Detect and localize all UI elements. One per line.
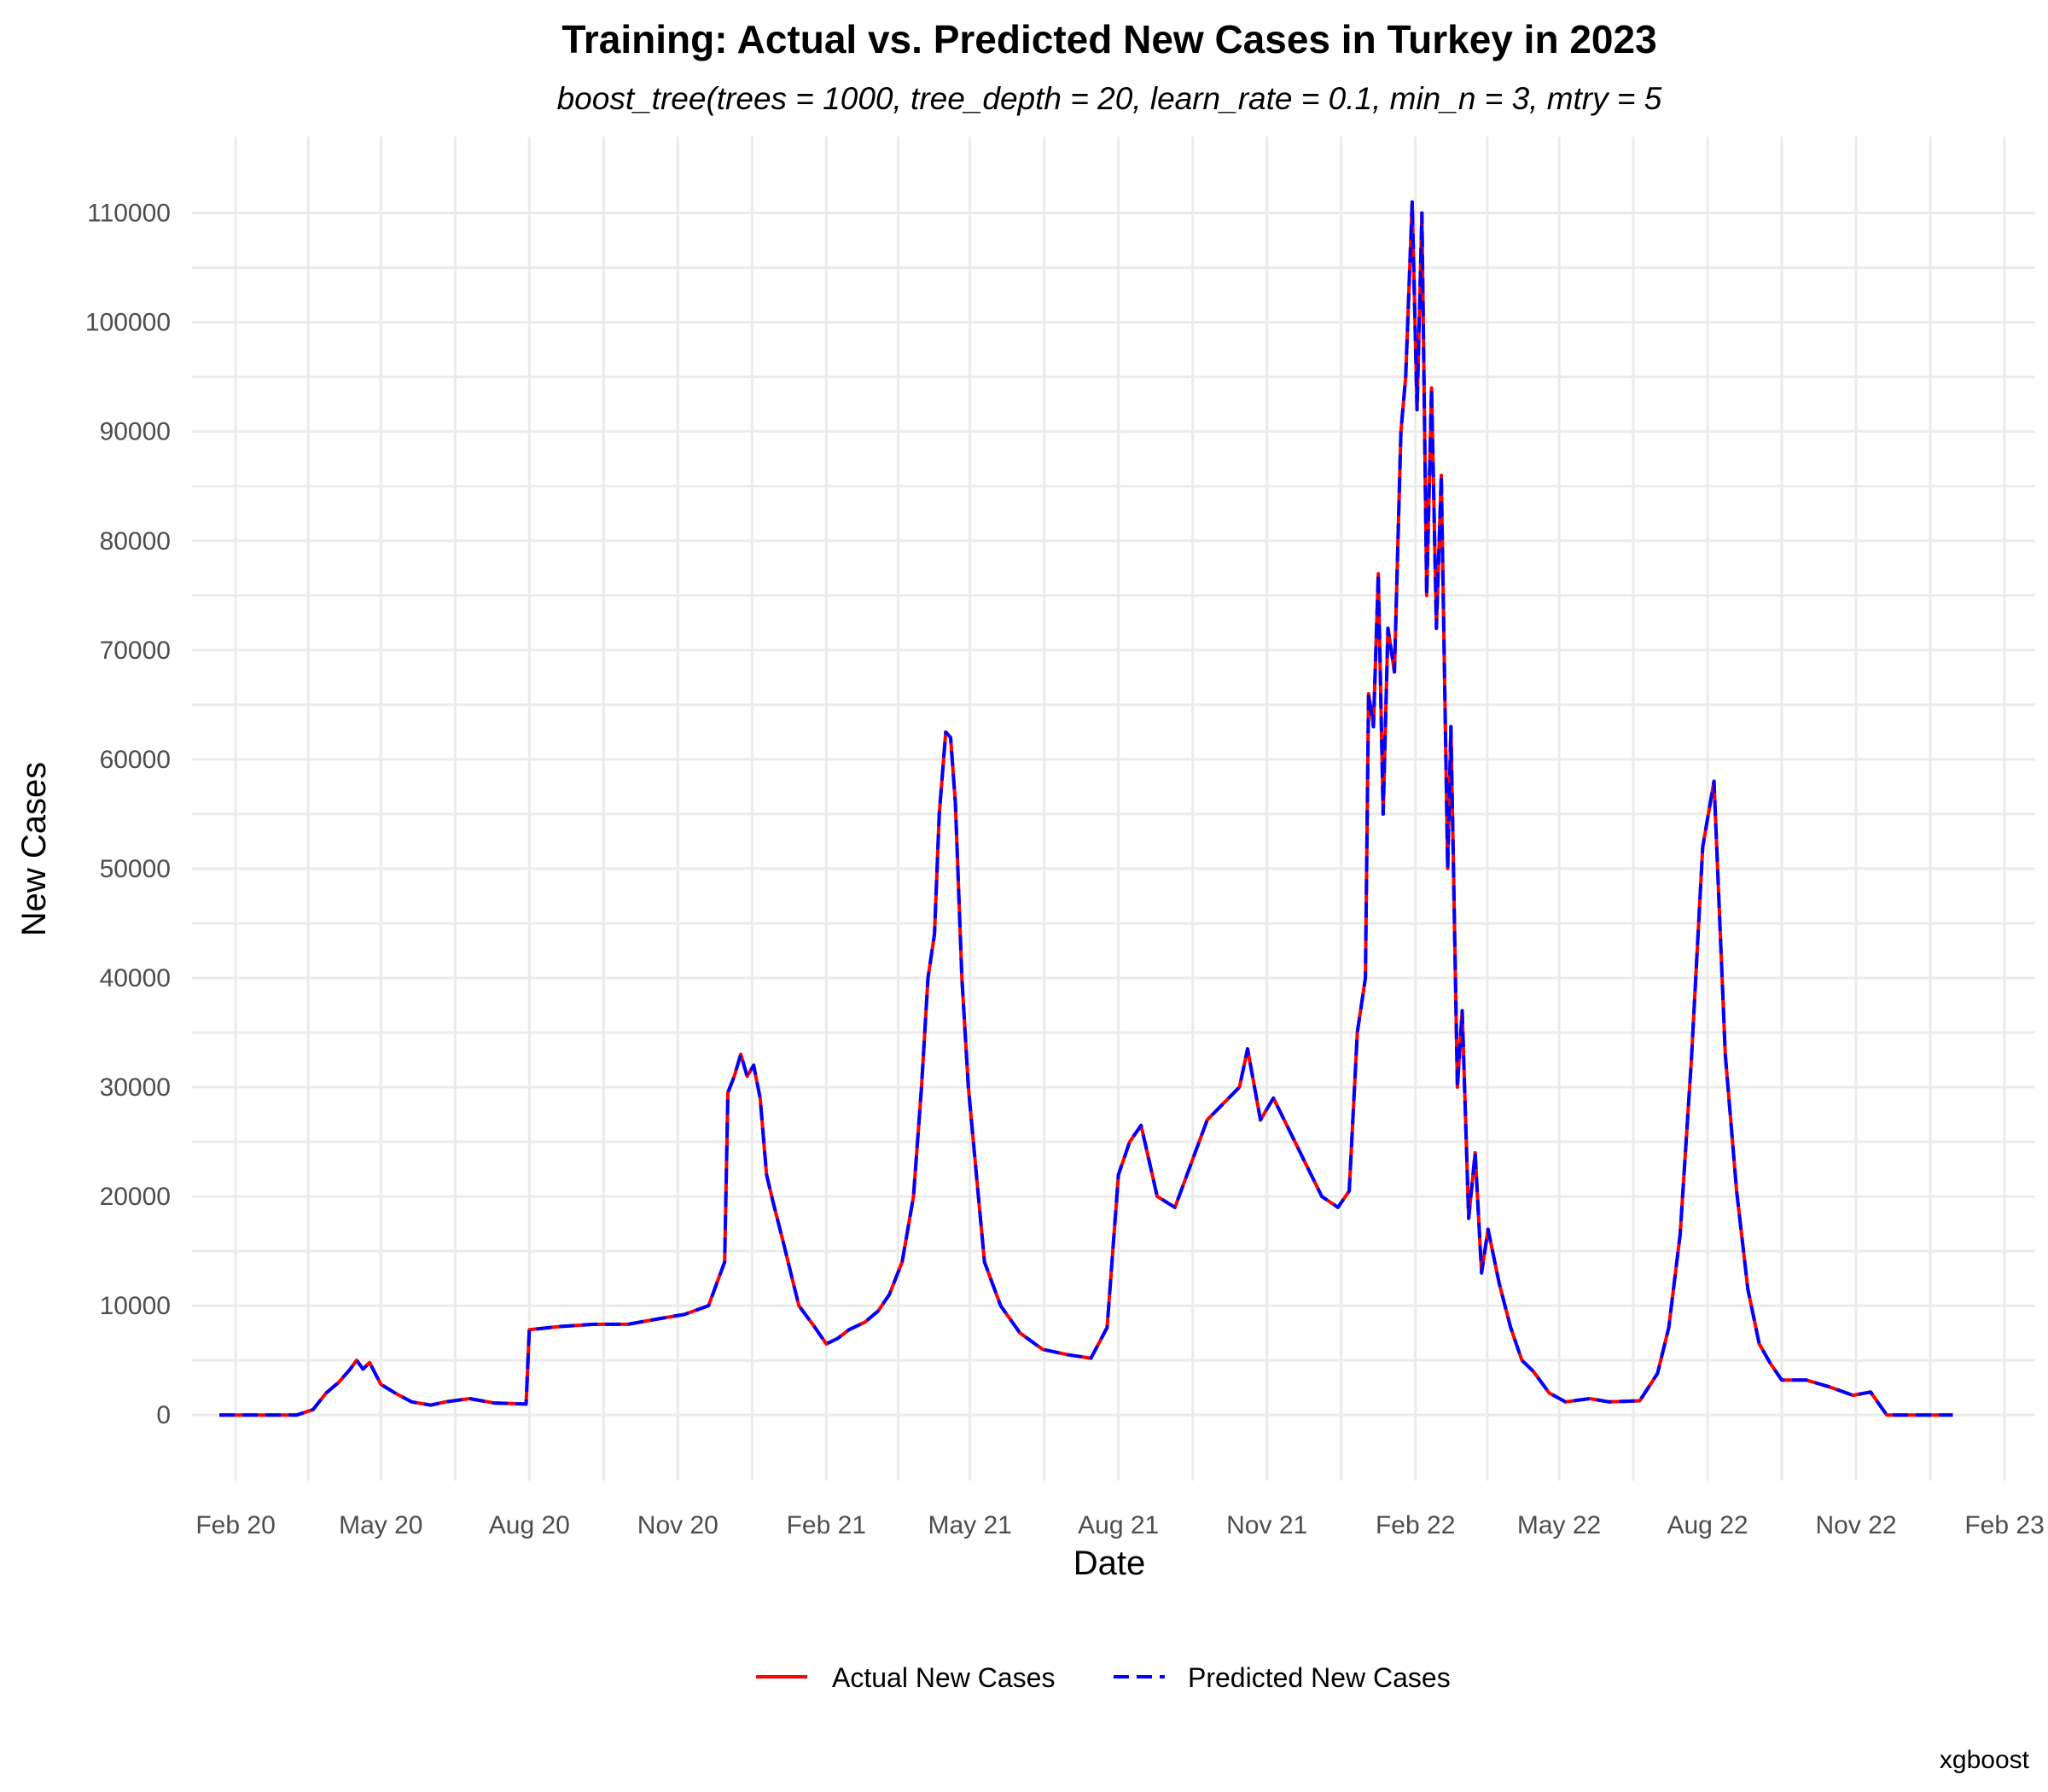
x-tick-label: Aug 21 bbox=[1078, 1511, 1159, 1539]
x-tick-label: Nov 21 bbox=[1226, 1511, 1307, 1539]
series-line-actual bbox=[219, 200, 1953, 1417]
y-tick-label: 30000 bbox=[100, 1073, 171, 1102]
x-axis-ticks: Feb 20 May 20 Aug 20 Nov 20 Feb 21 May 21 Aug … bbox=[195, 1511, 2044, 1539]
y-tick-label: 60000 bbox=[100, 746, 171, 774]
chart-caption: xgboost bbox=[1940, 1746, 2030, 1774]
y-tick-label: 10000 bbox=[100, 1292, 171, 1320]
x-tick-label: May 21 bbox=[928, 1511, 1011, 1539]
x-tick-label: Nov 20 bbox=[637, 1511, 719, 1539]
legend: Actual New Cases Predicted New Cases bbox=[756, 1662, 1451, 1693]
y-tick-label: 70000 bbox=[100, 637, 171, 665]
y-axis-ticks: 0 10000 20000 30000 40000 50000 60000 70000 8000… bbox=[85, 200, 171, 1430]
y-tick-label: 80000 bbox=[100, 527, 171, 556]
gridlines bbox=[192, 137, 2035, 1481]
x-tick-label: Nov 22 bbox=[1816, 1511, 1897, 1539]
x-tick-label: Aug 22 bbox=[1667, 1511, 1748, 1539]
y-axis-title: New Cases bbox=[15, 762, 53, 937]
x-tick-label: Feb 22 bbox=[1376, 1511, 1455, 1539]
x-tick-label: Feb 21 bbox=[787, 1511, 866, 1539]
legend-label-predicted: Predicted New Cases bbox=[1188, 1662, 1451, 1693]
chart-subtitle: boost_tree(trees = 1000, tree_depth = 20… bbox=[557, 81, 1662, 116]
y-tick-label: 20000 bbox=[100, 1183, 171, 1211]
y-tick-label: 40000 bbox=[100, 964, 171, 992]
y-tick-label: 110000 bbox=[87, 200, 171, 228]
x-tick-label: May 20 bbox=[339, 1511, 422, 1539]
x-axis-title: Date bbox=[1073, 1545, 1146, 1582]
series-lines bbox=[219, 200, 1953, 1417]
x-tick-label: May 22 bbox=[1517, 1511, 1601, 1539]
chart-title: Training: Actual vs. Predicted New Cases… bbox=[561, 17, 1656, 61]
series-line-predicted bbox=[219, 200, 1953, 1417]
x-tick-label: Aug 20 bbox=[489, 1511, 570, 1539]
y-tick-label: 0 bbox=[156, 1401, 171, 1429]
x-tick-label: Feb 20 bbox=[195, 1511, 275, 1539]
legend-label-actual: Actual New Cases bbox=[832, 1662, 1055, 1693]
y-tick-label: 90000 bbox=[100, 418, 171, 446]
y-tick-label: 100000 bbox=[85, 309, 171, 337]
x-tick-label: Feb 23 bbox=[1964, 1511, 2044, 1539]
y-tick-label: 50000 bbox=[100, 855, 171, 883]
